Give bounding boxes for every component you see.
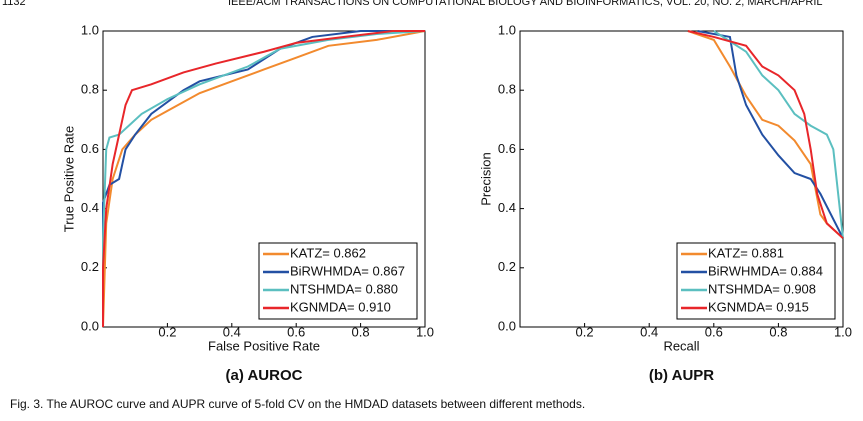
x-axis-label: False Positive Rate: [208, 338, 320, 353]
legend-box: [258, 242, 418, 320]
x-tick-label: 0.2: [158, 324, 176, 339]
y-tick-label: 1.0: [81, 22, 99, 37]
legend-label: NTSHMDA= 0.908: [708, 281, 816, 296]
series-line: [102, 30, 425, 327]
x-axis-label: Recall: [663, 338, 699, 353]
x-tick-label: 1.0: [416, 324, 434, 339]
x-tick-label: 0.4: [640, 324, 658, 339]
legend-label: KATZ= 0.881: [708, 245, 784, 260]
legend-label: KATZ= 0.862: [290, 245, 366, 260]
x-tick-label: 0.8: [769, 324, 787, 339]
y-tick-label: 0.6: [498, 141, 516, 156]
y-axis-label: Precision: [478, 152, 493, 205]
figure-caption: Fig. 3. The AUROC curve and AUPR curve o…: [10, 397, 585, 411]
legend-label: KGNMDA= 0.915: [708, 299, 809, 314]
series-line: [687, 30, 844, 239]
series-line: [687, 30, 844, 239]
y-tick-label: 0.4: [498, 200, 516, 215]
legend-label: NTSHMDA= 0.880: [290, 281, 398, 296]
x-tick-label: 1.0: [834, 324, 852, 339]
series-line: [713, 30, 844, 239]
plot-frame: [519, 30, 844, 328]
x-tick-label: 0.8: [352, 324, 370, 339]
y-tick-label: 1.0: [498, 22, 516, 37]
chart-title: (a) AUROC: [226, 367, 303, 384]
y-tick-label: 0.8: [81, 82, 99, 97]
y-axis-label: True Positive Rate: [61, 126, 76, 232]
y-tick-label: 0.0: [498, 318, 516, 333]
plot-frame: [102, 30, 426, 328]
legend-box: [676, 242, 836, 320]
x-tick-label: 0.6: [705, 324, 723, 339]
y-tick-label: 0.4: [81, 200, 99, 215]
x-tick-label: 0.6: [287, 324, 305, 339]
legend-label: KGNMDA= 0.910: [290, 299, 391, 314]
legend-label: BiRWHMDA= 0.867: [290, 263, 405, 278]
chart-title: (b) AUPR: [649, 367, 714, 384]
x-tick-label: 0.4: [223, 324, 241, 339]
y-tick-label: 0.6: [81, 141, 99, 156]
x-tick-label: 0.2: [576, 324, 594, 339]
y-tick-label: 0.2: [498, 259, 516, 274]
running-header: IEEE/ACM TRANSACTIONS ON COMPUTATIONAL B…: [228, 0, 823, 8]
series-line: [102, 30, 426, 327]
legend-label: BiRWHMDA= 0.884: [708, 263, 823, 278]
y-tick-label: 0.0: [81, 318, 99, 333]
y-tick-label: 0.2: [81, 259, 99, 274]
page-number: 1132: [2, 0, 26, 8]
series-line: [102, 30, 425, 327]
series-line: [102, 30, 426, 328]
y-tick-label: 0.8: [498, 82, 516, 97]
